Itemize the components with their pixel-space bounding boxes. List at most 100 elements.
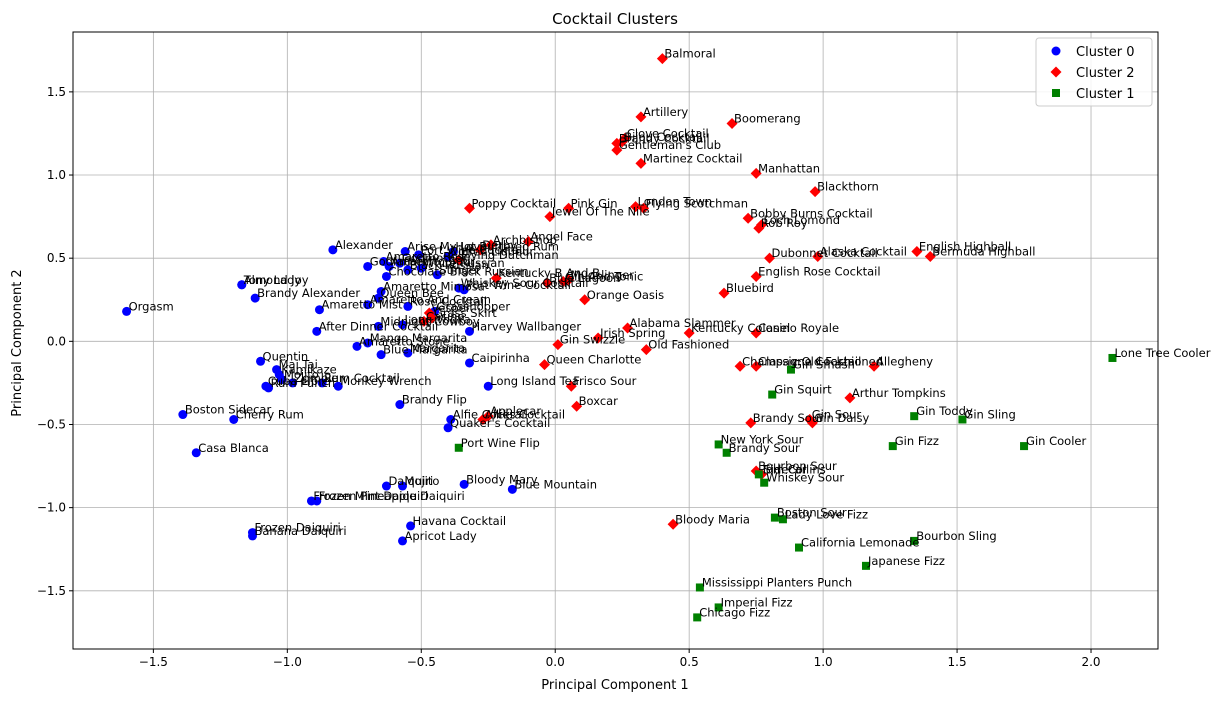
point-cluster-0-mojito: [277, 375, 287, 385]
point-label-bourbon-sling: Bourbon Sling: [916, 529, 997, 543]
point-cluster-0-arise-my-love: [400, 247, 410, 257]
point-label-havana-cocktail: Havana Cocktail: [413, 514, 507, 528]
legend-label-cluster-1: Cluster 1: [1076, 87, 1135, 102]
point-label-alaska-cocktail: Alaska Cocktail: [820, 245, 907, 259]
point-cluster-0-mojito-2: [398, 481, 408, 491]
point-label-champagne-cocktail: Champagne Cocktail: [742, 354, 861, 368]
point-label-white-russian: White Russian: [423, 256, 504, 270]
data-points: [122, 53, 1117, 622]
point-cluster-0-apricot-lady: [398, 536, 408, 546]
point-cluster-2-brandy-sour: [745, 417, 757, 429]
point-cluster-0-havana-cocktail: [406, 521, 416, 531]
point-label-godmother: Godmother: [402, 251, 467, 265]
point-label-london-town: London Town: [638, 195, 713, 209]
point-label-quentin: Quentin: [263, 349, 309, 363]
point-cluster-2-angel-face: [522, 236, 534, 248]
point-label-bermuda-highball: Bermuda Highball: [932, 245, 1035, 259]
point-cluster-2-artillery: [635, 111, 647, 123]
point-cluster-0-rum-cocktail: [317, 378, 327, 388]
point-cluster-2-brandy-cocktail: [611, 137, 623, 149]
point-cluster-1-whiskey-sour: [760, 478, 769, 487]
point-cluster-0-caipirinha: [464, 358, 474, 368]
point-cluster-2-flying-dutchman: [453, 254, 465, 266]
y-axis-label: Principal Component 2: [10, 269, 25, 416]
point-label-rum-punch: Rum Punch: [271, 376, 336, 390]
x-tick-label: 1.0: [814, 655, 833, 669]
point-label-brandy-cocktail: Brandy Cocktail: [619, 131, 710, 145]
point-cluster-2-frisco-sour: [565, 380, 577, 392]
legend-marker-cluster-0: [1051, 46, 1061, 56]
point-cluster-2-derby: [474, 244, 486, 256]
point-cluster-2-bobby-burns-cocktail: [742, 212, 754, 224]
legend-label-cluster-0: Cluster 0: [1076, 45, 1135, 60]
point-label-long-vodka: Long Vodka: [405, 313, 471, 327]
legend-label-cluster-2: Cluster 2: [1076, 66, 1135, 81]
point-cluster-2-orange-oasis: [579, 294, 591, 306]
point-cluster-0-blue-mountain: [507, 484, 517, 494]
point-label-queen-charlotte: Queen Charlotte: [547, 353, 642, 367]
point-label-boston-sidecar: Boston Sidecar: [185, 403, 272, 417]
point-label-frisco-sour: Frisco Sour: [573, 374, 636, 388]
y-tick-label: −0.5: [37, 417, 66, 431]
point-label-orange-oasis: Orange Oasis: [587, 288, 664, 302]
point-cluster-1-chicago-fizz: [693, 613, 702, 622]
point-label-flying-dutchman: Flying Dutchman: [461, 248, 559, 262]
point-label-archbishop: Archbishop: [493, 233, 557, 247]
point-cluster-0-orgasm: [122, 306, 132, 316]
point-label-gin-daisy: Gin Daisy: [814, 411, 869, 425]
point-cluster-2-jewel-of-the-nile: [544, 211, 556, 223]
point-label-brandy-sour: Brandy Sour: [729, 441, 800, 455]
legend-marker-cluster-1: [1052, 89, 1060, 97]
point-cluster-0-port-wine-cocktail: [414, 250, 424, 260]
point-cluster-2-bloody-maria: [667, 518, 679, 530]
point-cluster-2-old-fashioned: [640, 344, 652, 356]
point-cluster-0-brandy-flip: [395, 400, 405, 410]
x-tick-label: −0.5: [407, 655, 436, 669]
point-cluster-2-irish-spring: [592, 332, 604, 344]
point-label-queen-bee: Queen Bee: [380, 286, 443, 300]
point-label-allegheny: Allegheny: [876, 354, 933, 368]
y-tick-label: 1.0: [47, 168, 66, 182]
point-label-kentucky-colonel: Kentucky Colonel: [691, 321, 790, 335]
point-label-port-wine-flip: Port Wine Flip: [461, 436, 540, 450]
point-cluster-2-flying-scotchman: [638, 202, 650, 214]
point-label-imperial-fizz: Imperial Fizz: [721, 595, 793, 609]
point-cluster-1-gin-squirt: [768, 390, 777, 399]
point-cluster-0-alfie-cocktail: [446, 414, 456, 424]
point-cluster-0-amaretto-sour: [384, 261, 394, 271]
point-label-harvey-wallbanger: Harvey Wallbanger: [471, 319, 581, 333]
point-cluster-2-pink-gin: [563, 202, 575, 214]
point-label-chocolate-black-russian: Chocolate Black Russian: [388, 264, 528, 278]
point-label-almond-joy: Almond Joy: [244, 273, 309, 287]
point-cluster-2-blue-lagoon: [541, 277, 553, 289]
point-label-classic-old-fashioned: Classic Old-Fashioned: [758, 354, 883, 368]
point-cluster-0-long-island-tea: [483, 381, 493, 391]
x-tick-label: −1.0: [273, 655, 302, 669]
y-tick-label: −1.5: [37, 584, 66, 598]
point-label-amaretto-mist: Amaretto Mist: [321, 298, 402, 312]
point-cluster-0-midnight-cowboy: [373, 321, 383, 331]
point-label-gentleman-s-club: Gentleman's Club: [619, 138, 721, 152]
point-label-blue-margarita: Blue Margarita: [383, 343, 467, 357]
point-cluster-0-long-vodka: [398, 320, 408, 330]
x-tick-label: 0.0: [546, 655, 565, 669]
point-label-jewel-of-the-nile: Jewel Of The Nile: [551, 205, 650, 219]
point-label-gin-squirt: Gin Squirt: [774, 383, 832, 397]
point-label-bloody-maria: Bloody Maria: [675, 512, 750, 526]
point-cluster-0-amaretto-mist: [314, 305, 324, 315]
point-label-sidecar: Sidecar: [764, 462, 807, 476]
point-cluster-0-frozen-pineapple-daiquiri: [312, 496, 322, 506]
point-cluster-1-california-lemonade: [795, 543, 804, 552]
point-label-mai-tai: Mai Tai: [279, 358, 318, 372]
point-cluster-0-bloody-mary: [459, 479, 469, 489]
point-label-clove-cocktail: Clove Cocktail: [627, 126, 709, 140]
point-cluster-2-martinez-cocktail: [635, 157, 647, 169]
point-label-poppy-cocktail: Poppy Cocktail: [471, 196, 556, 210]
point-label-black-russian: Black Russian: [410, 258, 489, 272]
point-cluster-2-manhattan: [750, 167, 762, 179]
point-cluster-2-champagne-cocktail: [734, 360, 746, 372]
point-cluster-0-casa-blanca: [191, 448, 201, 458]
point-cluster-1-japanese-fizz: [861, 561, 870, 570]
